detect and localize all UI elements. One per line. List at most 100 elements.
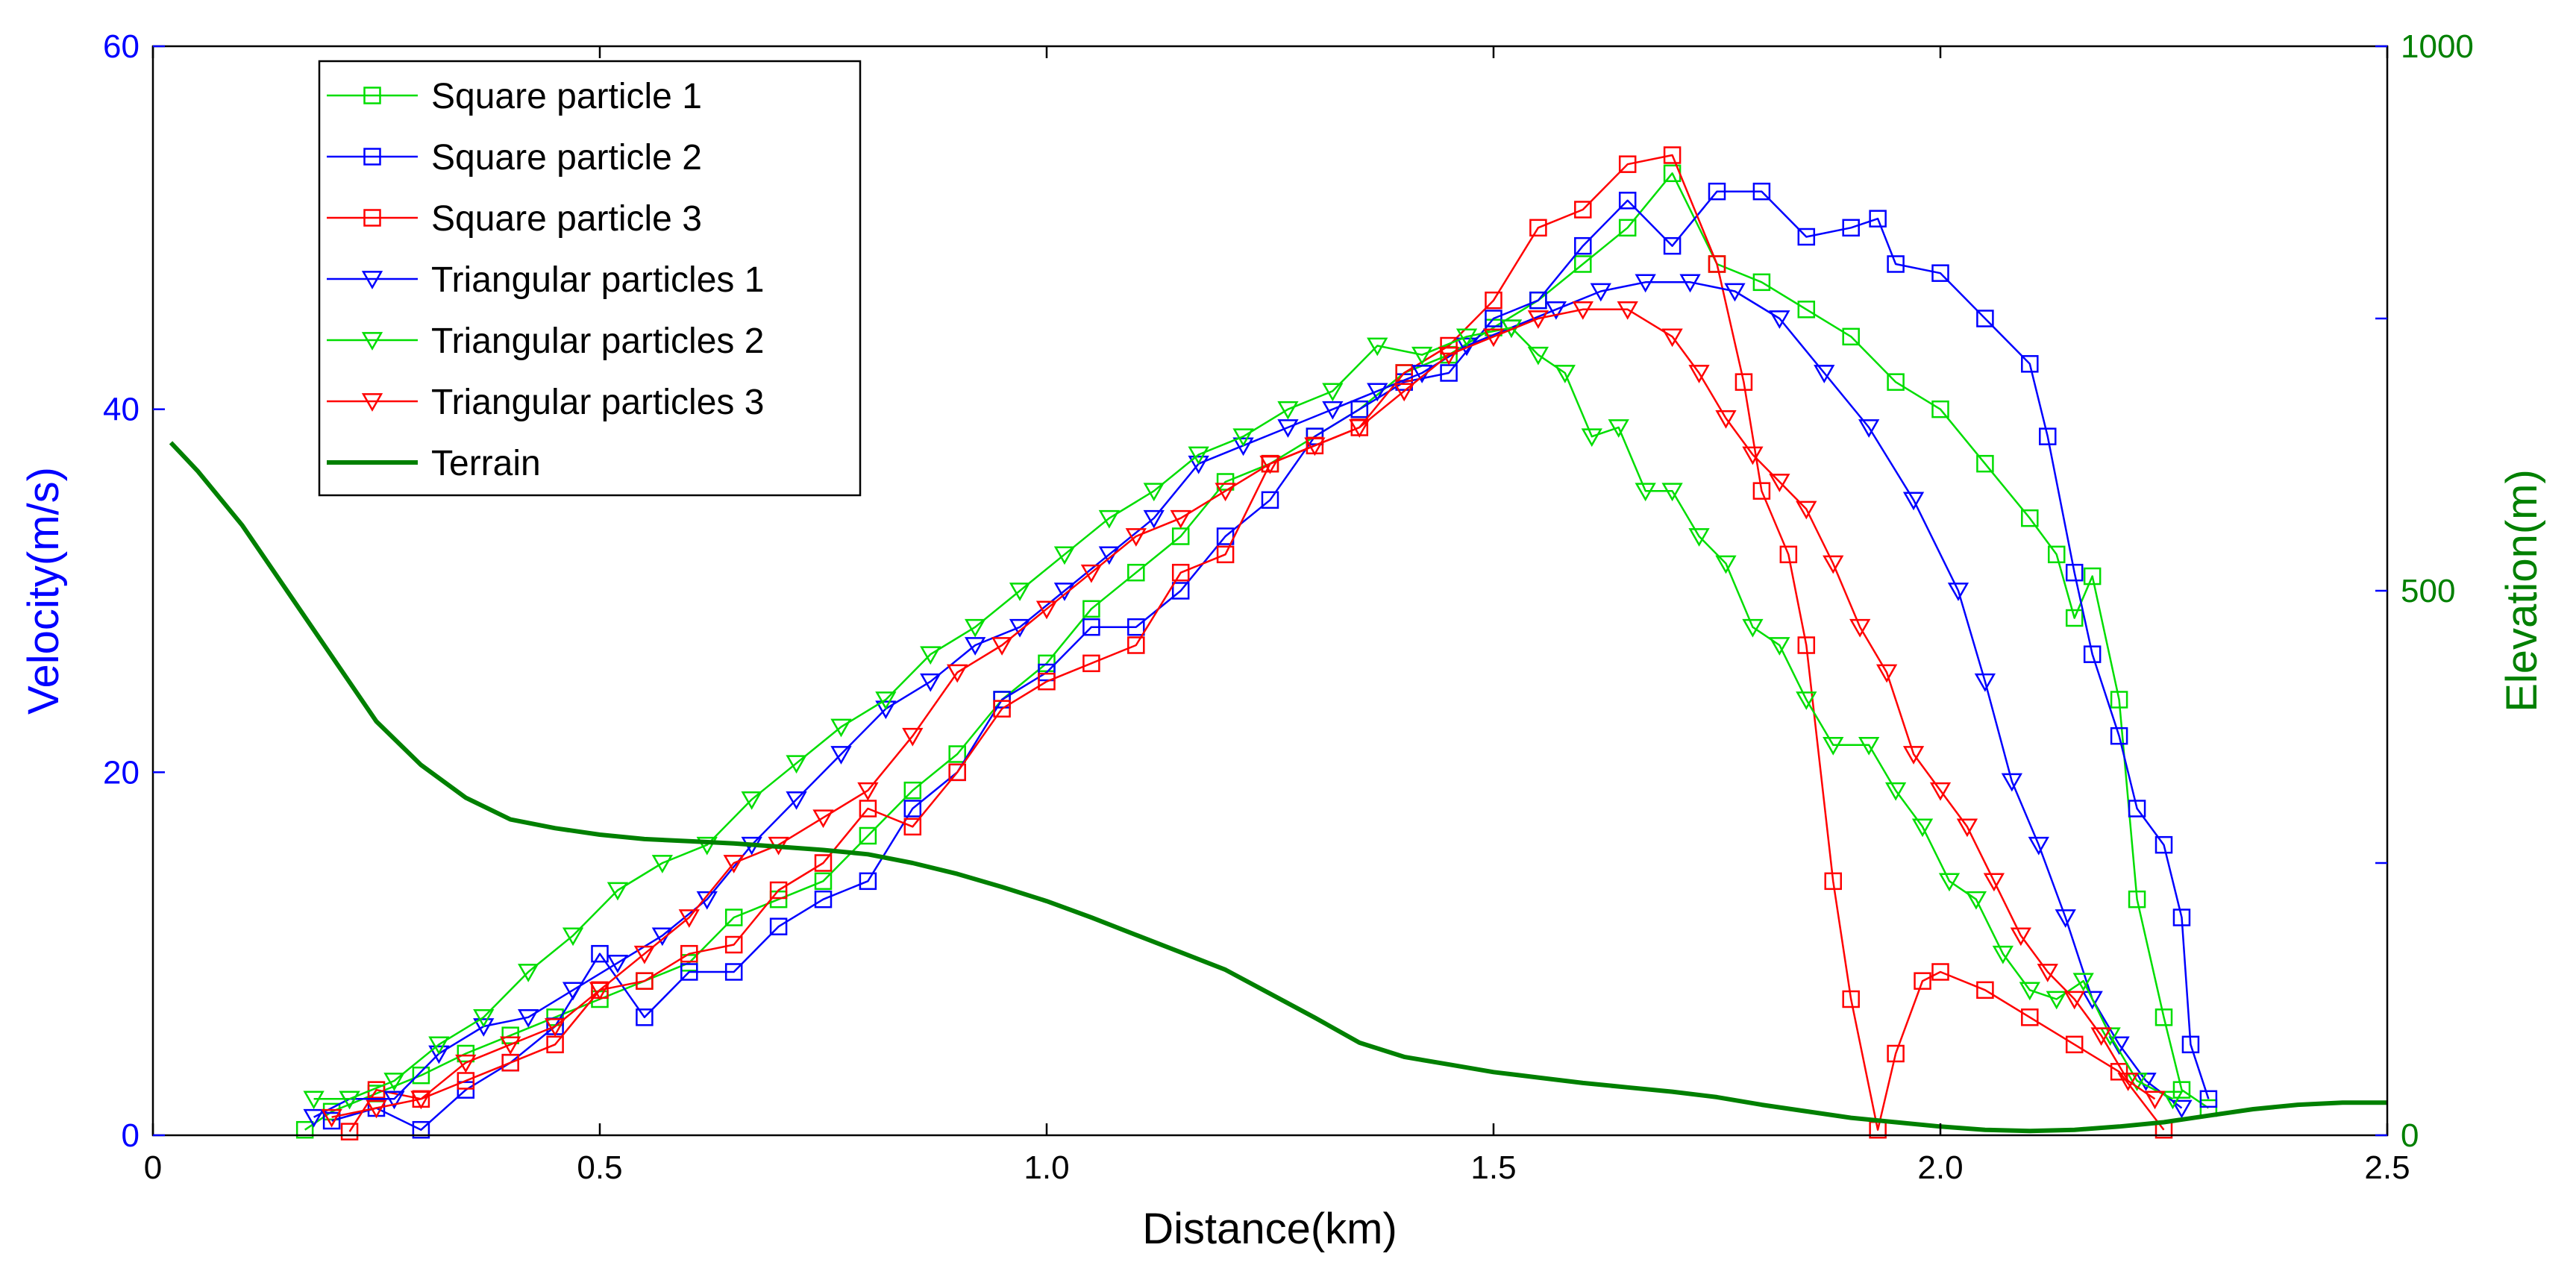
y-left-tick-label: 20 <box>103 754 140 791</box>
data-point <box>1842 990 1860 1008</box>
data-point <box>1590 283 1611 302</box>
data-point <box>1947 583 1969 601</box>
data-point <box>2090 1027 2112 1046</box>
data-point <box>607 954 629 973</box>
data-point <box>2128 890 2146 909</box>
data-point <box>1485 291 1502 310</box>
data-point <box>1171 582 1190 600</box>
data-point <box>1842 219 1860 237</box>
data-point <box>1277 401 1299 420</box>
data-point <box>1485 310 1502 327</box>
data-point <box>1742 446 1764 465</box>
data-point <box>1769 637 1790 656</box>
series-line <box>313 281 2183 1118</box>
data-point <box>2019 982 2040 1001</box>
data-point <box>455 1054 477 1073</box>
data-point <box>1529 219 1547 237</box>
data-point <box>2047 545 2066 564</box>
x-tick-label: 2.0 <box>1917 1149 1963 1186</box>
data-point <box>1858 736 1880 756</box>
data-point <box>680 944 698 963</box>
data-point <box>295 1120 314 1139</box>
data-point <box>1887 1044 1905 1063</box>
data-point <box>812 809 834 829</box>
data-point <box>1082 654 1100 673</box>
series-line <box>331 190 2210 1131</box>
data-point <box>562 982 584 1001</box>
data-point <box>1038 663 1056 682</box>
data-point <box>1127 618 1145 636</box>
data-point <box>786 791 807 810</box>
data-point <box>1931 963 1949 981</box>
data-point <box>1080 564 1103 583</box>
data-point <box>680 954 698 972</box>
legend-entry: Triangular particles 2 <box>327 321 764 361</box>
data-point <box>903 818 922 836</box>
data-point <box>1306 427 1324 445</box>
data-point <box>1715 555 1737 574</box>
data-point <box>1127 636 1145 654</box>
data-point <box>589 982 611 1001</box>
data-point <box>428 1045 450 1064</box>
y-left-tick-label: 0 <box>122 1117 140 1154</box>
data-point <box>2065 563 2084 582</box>
x-tick-label: 2.5 <box>2364 1149 2410 1186</box>
data-point <box>1956 818 1978 838</box>
data-point <box>457 1044 475 1063</box>
data-point <box>948 745 966 763</box>
x-tick-label: 1.0 <box>1024 1149 1069 1186</box>
data-point <box>2083 567 2102 586</box>
data-point <box>1574 236 1592 255</box>
data-point <box>1797 636 1816 654</box>
data-point <box>2039 427 2057 445</box>
data-point <box>1009 583 1031 601</box>
data-point <box>1769 474 1790 492</box>
data-point <box>1322 401 1344 420</box>
data-point <box>2172 1081 2191 1099</box>
legend-entry: Square particle 3 <box>327 199 702 239</box>
data-point <box>2128 800 2146 818</box>
data-point <box>473 1018 495 1037</box>
data-point <box>1824 872 1842 891</box>
data-point <box>2010 927 2031 947</box>
y-right-tick-label: 1000 <box>2401 28 2474 65</box>
data-point <box>1143 509 1165 529</box>
data-point <box>2072 973 2094 992</box>
series-7 <box>169 441 2387 1134</box>
data-point <box>1618 155 1637 173</box>
data-point <box>1053 546 1076 565</box>
data-point <box>875 700 897 720</box>
data-point <box>1367 337 1388 357</box>
data-point <box>965 637 986 656</box>
data-point <box>1752 273 1771 292</box>
data-point <box>1769 310 1790 329</box>
data-point <box>383 1091 405 1110</box>
data-point <box>321 1108 342 1128</box>
data-point <box>1708 255 1726 273</box>
data-point <box>1823 736 1844 756</box>
data-point <box>339 1091 360 1110</box>
data-point <box>991 637 1013 656</box>
data-point <box>1216 527 1235 545</box>
series-line <box>313 326 2174 1100</box>
data-point <box>1216 473 1235 491</box>
data-point <box>1125 528 1147 547</box>
data-point <box>457 1081 475 1099</box>
legend-swatch-marker <box>361 332 383 351</box>
data-point <box>412 1066 430 1085</box>
legend-label: Square particle 3 <box>431 199 702 239</box>
legend-label: Square particle 2 <box>431 138 702 178</box>
data-point <box>1232 437 1254 456</box>
data-point <box>875 691 897 710</box>
data-point <box>769 881 788 900</box>
data-point <box>340 1123 359 1140</box>
data-point <box>830 746 852 765</box>
data-point <box>2037 964 2058 982</box>
data-point <box>322 1111 341 1130</box>
data-point <box>2199 1090 2218 1108</box>
data-point <box>1527 310 1549 329</box>
data-point <box>1304 437 1326 456</box>
data-point <box>2021 1008 2039 1026</box>
data-point <box>903 800 922 818</box>
